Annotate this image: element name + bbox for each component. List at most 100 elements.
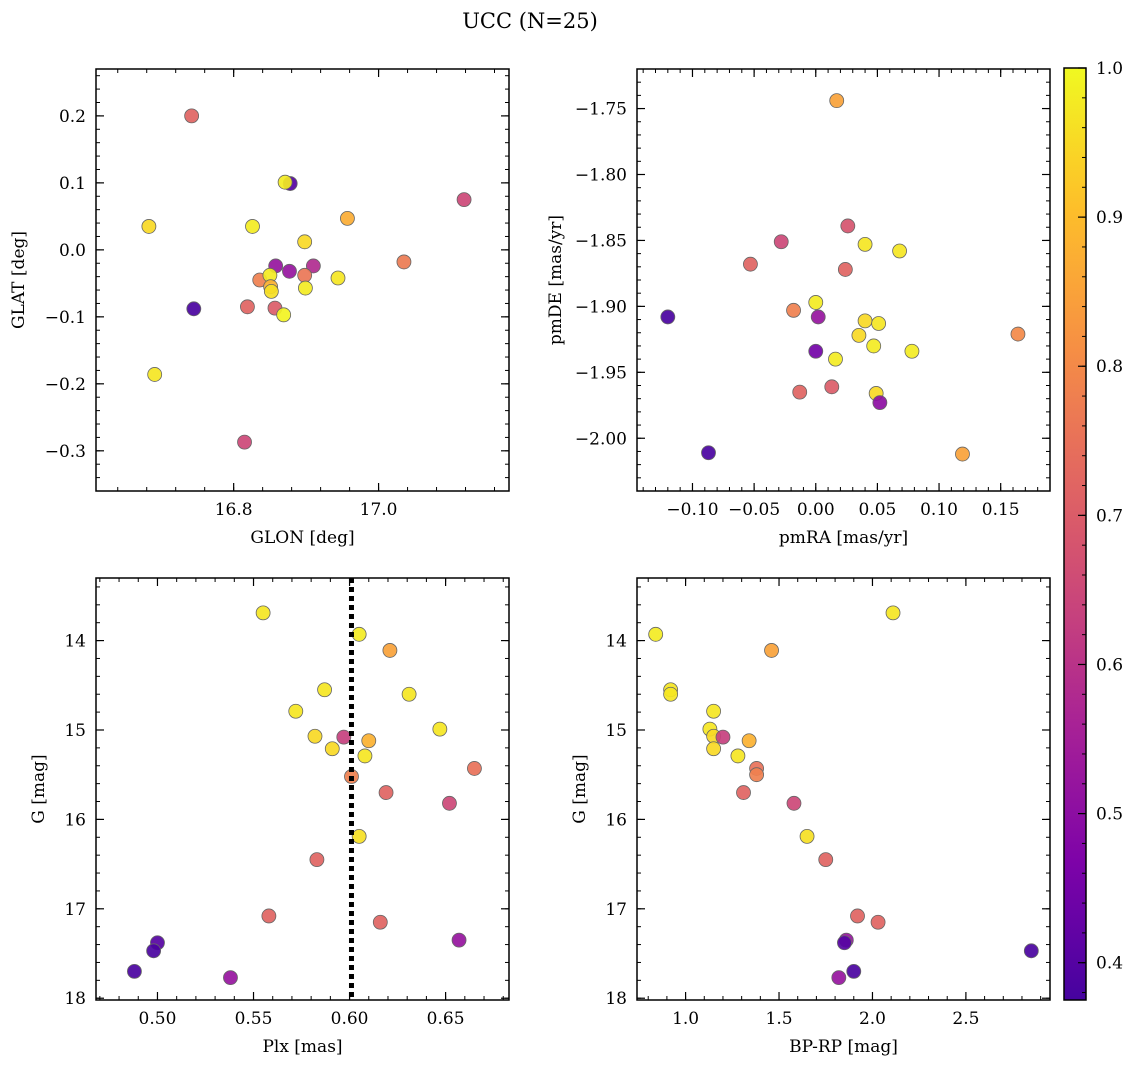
scatter-point [255, 605, 271, 621]
y-tick-label: −1.80 [575, 166, 627, 186]
scatter-point [831, 970, 847, 986]
x-tick-label: −0.05 [728, 500, 780, 520]
scatter-point [840, 218, 856, 234]
scatter-point [307, 728, 323, 744]
x-tick-label: 1.5 [766, 1009, 793, 1029]
scatter-point [263, 283, 279, 299]
y-tick-label: −1.85 [575, 231, 627, 251]
scatter-point [808, 343, 824, 359]
y-tick-label: −1.95 [575, 363, 627, 383]
y-tick-label: 15 [605, 721, 627, 741]
colorbar: 0.4 0.5 0.6 0.7 0.8 0.9 1.0 [1063, 59, 1123, 1001]
scatter-point [442, 795, 457, 811]
panel-top-right: −0.10 −0.05 0.00 0.05 0.10 0.15 −1.75 −1.80 −1.8… [546, 68, 1051, 548]
scatter-point [904, 343, 920, 359]
scatter-points [660, 93, 1026, 462]
y-tick-label: 16 [64, 810, 86, 830]
y-tick-label: 0.2 [59, 107, 86, 127]
y-tick-label: 15 [64, 721, 86, 741]
x-tick-label: −0.10 [666, 500, 718, 520]
scatter-point [857, 236, 873, 252]
x-tick-label: 0.15 [982, 500, 1020, 520]
scatter-point [401, 686, 417, 702]
y-tick-label: 17 [64, 900, 86, 920]
scatter-point [282, 263, 297, 279]
scatter-point [297, 280, 313, 296]
scatter-point [141, 219, 157, 234]
panels: 16.8 17.0 0.2 0.1 0.0 −0.1 −0.2 −0.3 GLON [deg] G… [9, 68, 1051, 1057]
scatter-point [850, 908, 865, 924]
scatter-point [764, 643, 779, 658]
scatter-point [336, 729, 352, 745]
axes-frame [95, 577, 510, 1001]
y-tick-label: −1.90 [575, 297, 627, 317]
scatter-point [378, 785, 394, 800]
scatter-point [818, 852, 834, 868]
scatter-point [451, 932, 467, 948]
scatter-point [871, 316, 887, 331]
scatter-point [829, 93, 845, 109]
scatter-point [808, 295, 824, 310]
colorbar-gradient [1064, 68, 1086, 1000]
colorbar-tick-label: 0.9 [1096, 208, 1123, 228]
scatter-point [660, 309, 676, 325]
y-tick-label: 0.0 [59, 241, 86, 261]
scatter-point [824, 379, 840, 395]
scatter-point [786, 302, 801, 318]
scatter-point [1023, 943, 1039, 959]
x-axis-label: GLON [deg] [250, 528, 354, 548]
y-tick-label: 18 [605, 989, 627, 1009]
scatter-point [701, 445, 716, 461]
x-axis-label: pmRA [mas/yr] [779, 528, 908, 548]
scatter-point [382, 643, 398, 658]
scatter-point [361, 733, 377, 749]
scatter-point [237, 434, 252, 450]
scatter-point [885, 605, 901, 621]
scatter-point [741, 733, 757, 749]
scatter-point [706, 703, 722, 719]
y-tick-label: −2.00 [575, 429, 627, 449]
panel-bottom-right: 1.0 1.5 2.0 2.5 14 15 16 17 18 BP-RP [mag] G [mag] [570, 577, 1051, 1057]
scatter-point [127, 963, 142, 979]
scatter-point [872, 395, 888, 411]
scatter-point [240, 299, 255, 315]
scatter-point [456, 192, 472, 208]
axes-frame [95, 68, 510, 492]
x-axis-label: Plx [mas] [262, 1037, 342, 1057]
scatter-point [810, 309, 826, 325]
scatter-point [351, 828, 367, 844]
colorbar-tick-label: 0.5 [1096, 805, 1123, 825]
scatter-point [663, 686, 679, 702]
scatter-point [309, 852, 325, 868]
x-tick-label: 2.5 [952, 1009, 979, 1029]
scatter-point [467, 761, 482, 776]
scatter-point [184, 108, 200, 124]
scatter-points [127, 605, 482, 986]
y-tick-label: −0.3 [45, 442, 86, 462]
scatter-point [736, 785, 751, 800]
colorbar-tick-label: 1.0 [1096, 59, 1123, 79]
scatter-points [648, 605, 1039, 986]
x-tick-label: 0.05 [858, 500, 896, 520]
scatter-point [288, 703, 304, 719]
axes-frame [636, 577, 1051, 1001]
scatter-point [357, 748, 373, 764]
y-tick-label: 17 [605, 900, 627, 920]
figure-title: UCC (N=25) [462, 9, 598, 33]
scatter-point [786, 795, 802, 811]
scatter-point [773, 234, 789, 250]
scatter-point [743, 256, 758, 272]
scatter-point [351, 626, 367, 642]
scatter-point [1010, 326, 1026, 342]
y-tick-label: 16 [605, 810, 627, 830]
y-axis-label: GLAT [deg] [9, 231, 29, 329]
scatter-point [372, 914, 388, 930]
scatter-point [866, 338, 882, 354]
scatter-point [857, 313, 873, 329]
scatter-point [715, 729, 731, 745]
scatter-point [846, 963, 862, 979]
x-tick-label: 0.60 [331, 1009, 369, 1029]
scatter-point [324, 741, 340, 757]
scatter-point [146, 943, 162, 959]
